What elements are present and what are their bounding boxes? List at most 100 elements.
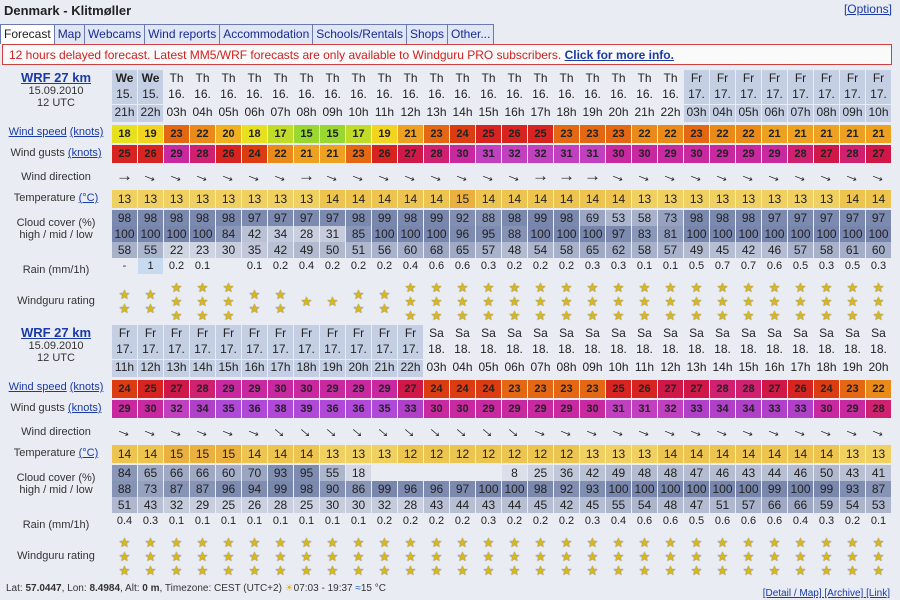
options-link[interactable]: [Options] xyxy=(843,2,892,16)
rain-cell: 0.1 xyxy=(870,515,887,527)
temperature-cell: 13 xyxy=(788,190,813,208)
day-date-cell: Th 16. xyxy=(658,70,683,104)
date: 18. xyxy=(480,342,497,356)
rating-cell: ★ ★ ★ xyxy=(632,278,657,326)
cloud-mid-cell: 84 xyxy=(216,226,241,242)
cloud-mid-cell: 100 xyxy=(814,226,839,242)
star-icon: ★ xyxy=(716,280,729,295)
wind-gusts-cell: 34 xyxy=(710,400,735,418)
rain-cell: 0.1 xyxy=(350,515,367,527)
wind-speed-cell: 24 xyxy=(112,380,137,398)
star-icon: ★ xyxy=(248,301,261,316)
wind-speed-cell: 28 xyxy=(190,380,215,398)
day-date-cell: Sa 18. xyxy=(710,325,735,359)
wind-direction-cell: → xyxy=(346,418,371,443)
rain-cell: 0.1 xyxy=(194,260,211,272)
star-icon: ★ xyxy=(222,563,235,578)
wind-gusts-cell: 30 xyxy=(606,145,631,163)
tab-webcams[interactable]: Webcams xyxy=(84,24,146,44)
star-icon: ★ xyxy=(794,535,807,550)
temperature-cell: 14 xyxy=(320,190,345,208)
cloud-mid-cell: 87 xyxy=(190,481,215,497)
wind-gusts-cell: 36 xyxy=(320,400,345,418)
wind-gusts-cell: 29 xyxy=(476,400,501,418)
cloud-mid-cell: 96 xyxy=(450,226,475,242)
day-name: Fr xyxy=(404,326,417,340)
star-icon: ★ xyxy=(690,308,703,323)
temperature-cell: 14 xyxy=(268,445,293,463)
knots-link[interactable]: (knots) xyxy=(67,402,102,414)
rain-cell: 0.5 xyxy=(792,260,809,272)
cloud-low-cell: 44 xyxy=(502,497,527,513)
date: 16. xyxy=(402,87,419,101)
cloud-mid-cell: 100 xyxy=(866,226,891,242)
tab-wind-reports[interactable]: Wind reports xyxy=(144,24,221,44)
temperature-cell: 14 xyxy=(736,445,761,463)
wind-speed-link[interactable]: Wind speed xyxy=(8,126,67,138)
wind-speed-cell: 27 xyxy=(164,380,189,398)
star-icon: ★ xyxy=(612,563,625,578)
rating-cell: ★ ★ ★ xyxy=(398,278,423,326)
rain-cell: 0.6 xyxy=(766,515,783,527)
sun-icon: ☀ xyxy=(284,583,294,594)
hour-cell: 13h xyxy=(164,360,189,377)
rain-cell: 0.3 xyxy=(818,515,835,527)
model-link[interactable]: WRF 27 km xyxy=(20,325,92,340)
wind-speed-row: 24 25 27 28 29 29 30 30 29 29 29 27 24 24 24 23 23 23 23 25… xyxy=(112,380,892,398)
day-date-cell: Sa 18. xyxy=(684,325,709,359)
cloud-high-cell: 97 xyxy=(788,210,813,226)
star-icon: ★ xyxy=(612,280,625,295)
cloud-high-cell: 73 xyxy=(658,210,683,226)
star-icon: ★ xyxy=(612,535,625,550)
cloud-low-cell: 51 xyxy=(112,497,137,513)
tab-schools-rentals[interactable]: Schools/Rentals xyxy=(312,24,407,44)
star-icon: ★ xyxy=(690,294,703,309)
wind-speed-link[interactable]: Wind speed xyxy=(8,381,67,393)
direction-arrow-icon: → xyxy=(841,418,865,443)
cloud-mid-cell: 100 xyxy=(476,481,501,497)
wind-speed-cell: 21 xyxy=(866,125,891,143)
knots-link[interactable]: (knots) xyxy=(67,147,102,159)
model-link[interactable]: WRF 27 km xyxy=(20,70,92,85)
wind-gusts-cell: 30 xyxy=(138,400,163,418)
cloud-mid-cell: 95 xyxy=(476,226,501,242)
star-icon: ★ xyxy=(326,549,339,564)
cloud-high-cell: 98 xyxy=(684,210,709,226)
cloud-low-cell: 43 xyxy=(476,497,501,513)
wind-direction-cell: → xyxy=(242,164,267,188)
rain-cell: 0.6 xyxy=(714,515,731,527)
tab-shops[interactable]: Shops xyxy=(405,24,448,44)
cloud-low-cell: 28 xyxy=(398,497,423,513)
wind-gusts-cell: 30 xyxy=(450,145,475,163)
hour-cell: 03h xyxy=(684,105,709,122)
day-name: Fr xyxy=(794,71,807,85)
direction-arrow-icon: → xyxy=(867,163,891,188)
date: 15. xyxy=(116,87,133,101)
tab-map[interactable]: Map xyxy=(53,24,86,44)
rain-cell: 0.6 xyxy=(428,260,445,272)
wind-gusts-cell: 27 xyxy=(398,145,423,163)
day-name: Sa xyxy=(637,326,652,340)
more-info-link[interactable]: Click for more info. xyxy=(564,48,674,62)
date: 17. xyxy=(220,342,237,356)
tab-other[interactable]: Other... xyxy=(447,24,495,44)
celsius-link[interactable]: (°C) xyxy=(78,192,99,204)
wind-speed-cell: 28 xyxy=(710,380,735,398)
date: 16. xyxy=(168,87,185,101)
celsius-link[interactable]: (°C) xyxy=(78,447,99,459)
hour-cell: 06h xyxy=(244,105,265,119)
hour-cell: 10h xyxy=(348,105,369,119)
rating-cell: ★ ★ ★ xyxy=(320,533,345,581)
temperature-cell: 15 xyxy=(164,445,189,463)
knots-link[interactable]: (knots) xyxy=(69,381,104,393)
cloud-mid-cell: 98 xyxy=(528,481,553,497)
tab-forecast[interactable]: Forecast xyxy=(0,24,55,44)
date: 17. xyxy=(272,342,289,356)
knots-link[interactable]: (knots) xyxy=(69,126,104,138)
day-date-cell: Sa 18. xyxy=(424,325,449,359)
hour-cell: 09h xyxy=(582,360,603,374)
cloud-high-cell: 98 xyxy=(398,210,423,226)
tab-accommodation[interactable]: Accommodation xyxy=(219,24,314,44)
cloud-low-cell: 30 xyxy=(216,242,241,258)
footer-links[interactable]: [Detail / Map] [Archive] [Link] xyxy=(762,588,890,599)
